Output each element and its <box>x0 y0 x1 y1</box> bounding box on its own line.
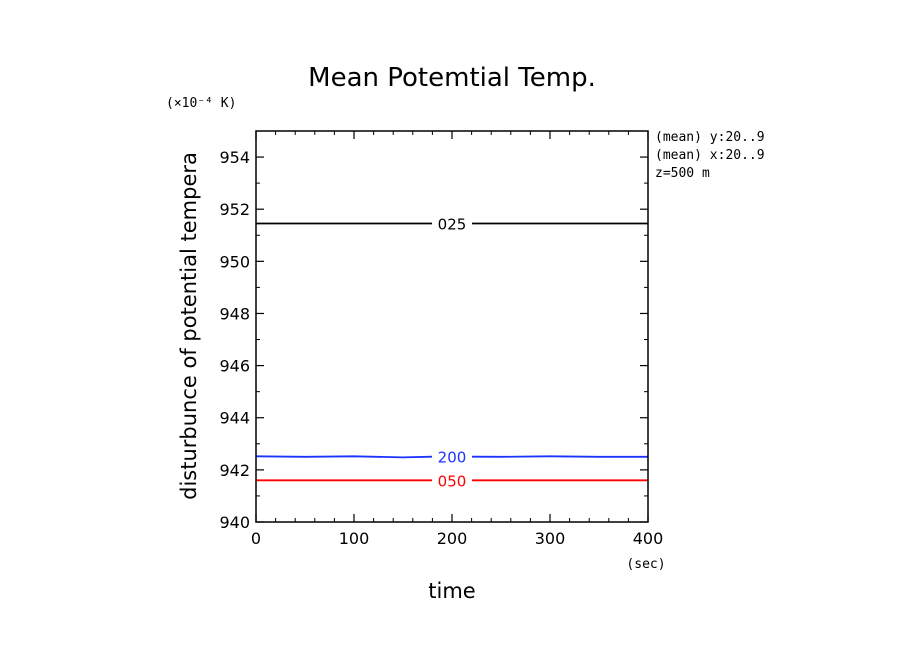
x-unit-label: (sec) <box>626 557 665 572</box>
x-tick-label: 0 <box>251 529 261 548</box>
y-tick-label: 944 <box>219 409 250 428</box>
x-tick-label: 400 <box>633 529 664 548</box>
y-tick-label: 940 <box>219 513 250 532</box>
annotation-text: (mean) y:20..9 <box>655 130 765 145</box>
annotation-text: (mean) x:20..9 <box>655 148 765 163</box>
y-tick-label: 942 <box>219 461 250 480</box>
x-tick-label: 200 <box>437 529 468 548</box>
annotation-text: z=500 m <box>655 166 710 181</box>
y-axis-label: disturbunce of potential tempera <box>177 152 201 500</box>
y-tick-label: 946 <box>219 357 250 376</box>
series-line-200-right <box>471 455 648 458</box>
x-tick-label: 100 <box>339 529 370 548</box>
series-layer: 025 200 050 <box>255 216 648 490</box>
y-tick-label: 948 <box>219 304 250 323</box>
series-label-025: 025 <box>438 216 467 234</box>
y-tick-label: 954 <box>219 148 250 167</box>
y-tick-label: 950 <box>219 252 250 271</box>
chart-title: Mean Potemtial Temp. <box>308 63 596 93</box>
x-tick-label: 300 <box>535 529 566 548</box>
y-tick-label: 952 <box>219 200 250 219</box>
x-axis-label: time <box>428 579 475 603</box>
series-label-200: 200 <box>438 449 467 467</box>
y-unit-label: (×10⁻⁴ K) <box>166 96 236 111</box>
series-label-050: 050 <box>438 472 467 490</box>
axes-layer: 0 100 200 300 400 940 942 944 946 948 950 952 954 <box>219 130 664 548</box>
annotation-group: (mean) y:20..9 (mean) x:20..9 z=500 m <box>655 130 765 181</box>
series-line-200 <box>255 455 433 459</box>
